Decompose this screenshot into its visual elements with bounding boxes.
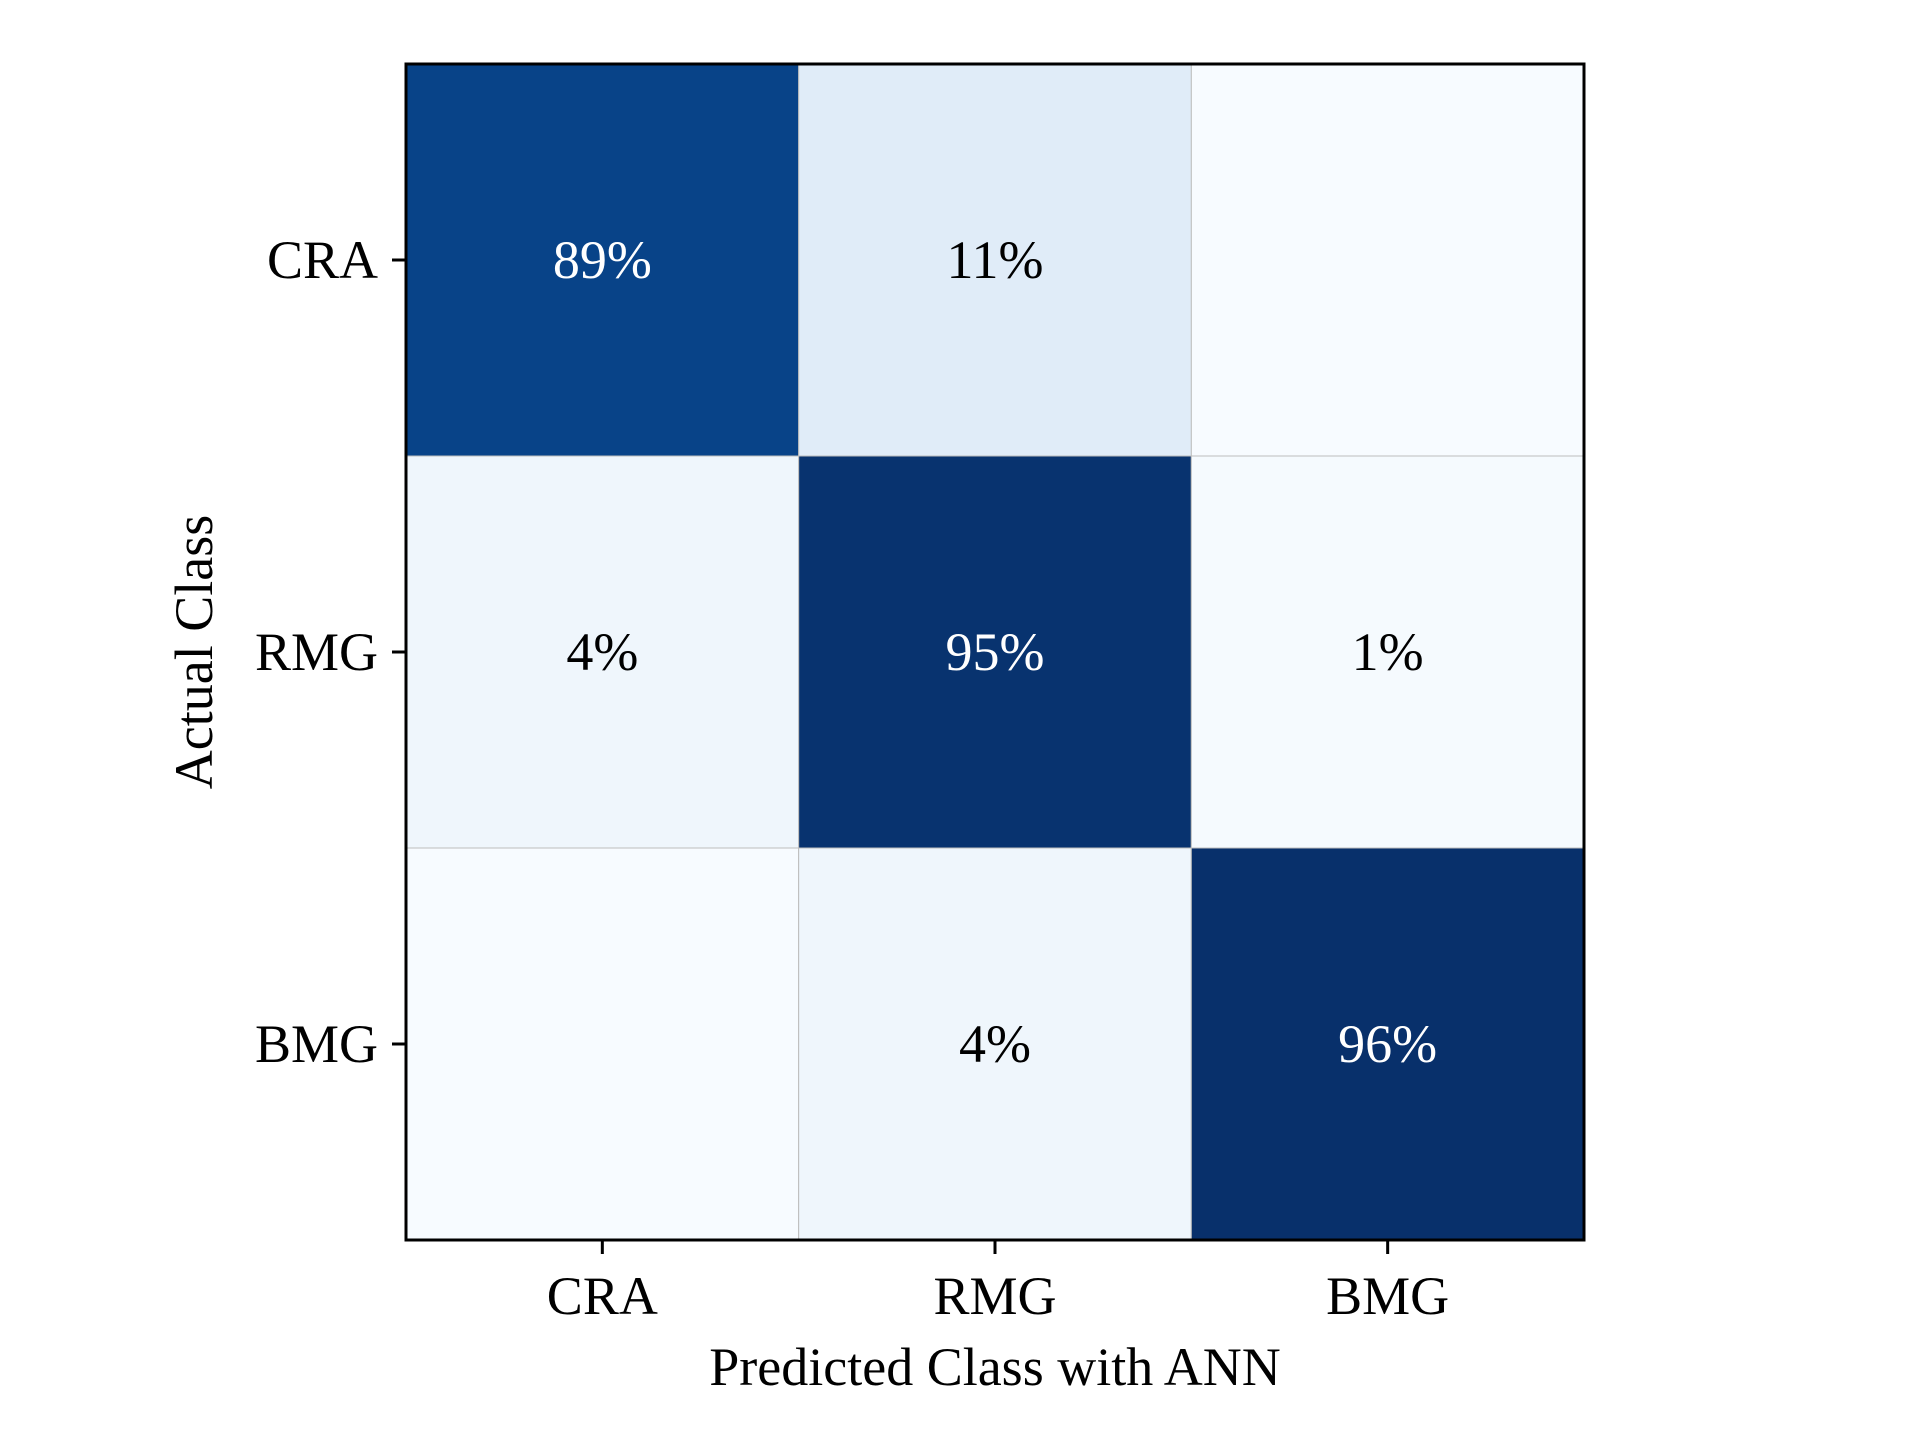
heatmap-cell-bmg-cra xyxy=(405,847,800,1241)
y-tick-label: RMG xyxy=(255,622,378,682)
cell-value-label: 89% xyxy=(553,230,652,290)
heatmap-cells xyxy=(405,63,1585,1241)
cell-value-label: 11% xyxy=(947,230,1044,290)
y-axis-ticks: CRA RMG BMG xyxy=(255,230,406,1074)
heatmap-cell-rmg-bmg xyxy=(1190,455,1585,849)
cell-value-label: 96% xyxy=(1338,1014,1437,1074)
y-axis-label: Actual Class xyxy=(164,515,224,789)
cell-value-label: 1% xyxy=(1352,622,1424,682)
cell-value-label: 95% xyxy=(946,622,1045,682)
heatmap-cell-labels: 89% 11% 4% 95% 1% 4% 96% xyxy=(553,230,1437,1074)
x-axis-ticks: CRA RMG BMG xyxy=(547,1240,1449,1326)
cell-value-label: 4% xyxy=(959,1014,1031,1074)
heatmap-cell-rmg-cra xyxy=(405,455,800,849)
heatmap-cell-bmg-rmg xyxy=(798,847,1192,1241)
cell-value-label: 4% xyxy=(566,622,638,682)
heatmap-cell-cra-bmg xyxy=(1190,63,1585,457)
y-tick-label: BMG xyxy=(255,1014,378,1074)
x-tick-label: BMG xyxy=(1326,1266,1449,1326)
heatmap-cell-cra-cra xyxy=(405,63,800,457)
x-tick-label: CRA xyxy=(547,1266,658,1326)
x-tick-label: RMG xyxy=(933,1266,1056,1326)
heatmap-cell-bmg-bmg xyxy=(1190,847,1585,1241)
y-tick-label: CRA xyxy=(267,230,378,290)
x-axis-label: Predicted Class with ANN xyxy=(709,1337,1280,1397)
